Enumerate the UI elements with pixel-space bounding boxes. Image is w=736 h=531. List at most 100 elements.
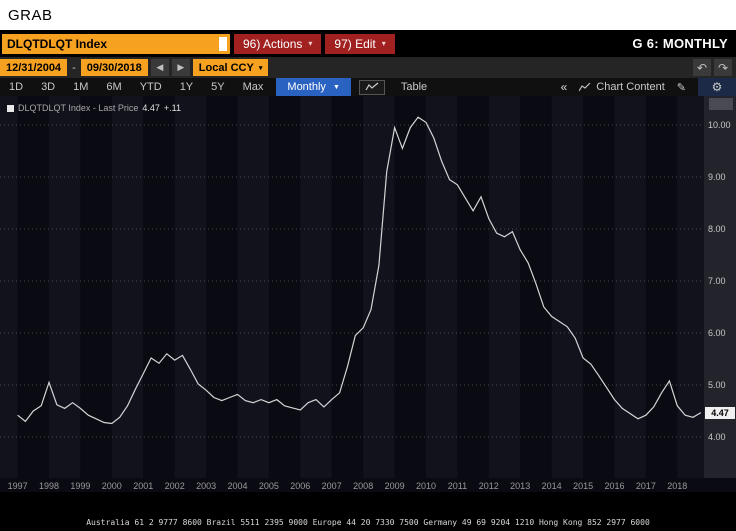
tab-ytd[interactable]: YTD [139, 81, 162, 93]
x-tick-label: 2010 [416, 481, 436, 491]
chart-content-label: Chart Content [596, 81, 665, 93]
chart-legend: DLQTDLQT Index - Last Price 4.47 +.11 [7, 103, 181, 113]
x-tick-label: 1997 [8, 481, 28, 491]
x-tick-label: 2015 [573, 481, 593, 491]
edit-button[interactable]: 97) Edit ▾ [325, 33, 395, 54]
annotate-icon[interactable]: ✎ [676, 81, 686, 94]
range-forward-button[interactable]: ▶ [171, 59, 190, 76]
year-band [143, 96, 175, 478]
ticker-input[interactable]: DLQTDLQT Index [2, 33, 230, 54]
text-cursor [219, 36, 227, 51]
tab-1d[interactable]: 1D [9, 81, 24, 93]
x-tick-label: 2008 [353, 481, 373, 491]
chevron-down-icon: ▾ [308, 39, 313, 48]
x-tick-label: 2001 [133, 481, 153, 491]
collapse-panel-icon[interactable]: « [560, 80, 568, 94]
x-tick-label: 2006 [290, 481, 310, 491]
year-band [268, 96, 301, 478]
year-band [80, 96, 112, 478]
x-tick-label: 2005 [259, 481, 279, 491]
tab-6m[interactable]: 6M [106, 81, 122, 93]
y-tick-label: 10.00 [708, 120, 731, 131]
y-tick-label: 7.00 [708, 276, 726, 287]
y-tick-label: 9.00 [708, 172, 726, 183]
y-tick-label: 6.00 [708, 328, 726, 339]
y-tick-label: 8.00 [708, 224, 726, 235]
line-chart-icon[interactable] [358, 79, 385, 95]
currency-value: Local CCY [198, 61, 254, 74]
date-from-input[interactable]: 12/31/2004 [0, 59, 68, 76]
tab-table[interactable]: Table [400, 81, 428, 93]
tab-1y[interactable]: 1Y [179, 81, 194, 93]
year-band [645, 96, 678, 478]
settings-gear-icon[interactable]: ⚙ [711, 80, 723, 94]
legend-change: +.11 [163, 103, 182, 113]
last-price-badge: 4.47 [705, 406, 735, 419]
date-from-value: 12/31/2004 [6, 61, 62, 74]
frequency-value: Monthly [287, 81, 326, 93]
year-band [583, 96, 615, 478]
y-tick-label: 5.00 [708, 380, 726, 391]
year-band [394, 96, 426, 478]
legend-swatch [7, 104, 14, 112]
date-to-input[interactable]: 09/30/2018 [80, 59, 148, 76]
chart-content-button[interactable]: Chart Content [579, 81, 665, 93]
actions-button[interactable]: 96) Actions ▾ [234, 33, 322, 54]
tab-1m[interactable]: 1M [73, 81, 89, 93]
toolbar-right-cluster: « Chart Content ✎ ⚙ [561, 78, 736, 96]
range-toolbar: 12/31/2004 - 09/30/2018 ◀ ▶ Local CCY ▾ … [0, 57, 736, 78]
undo-icon[interactable]: ↶ [693, 59, 711, 76]
year-band [457, 96, 489, 478]
year-band [331, 96, 364, 478]
price-line [17, 116, 702, 425]
date-to-value: 09/30/2018 [86, 61, 142, 74]
chevron-down-icon: ▼ [332, 83, 340, 91]
y-tick-label: 4.00 [708, 432, 726, 443]
tab-5y[interactable]: 5Y [211, 81, 225, 93]
x-tick-label: 2014 [542, 481, 562, 491]
chart-toolbar: 1D 3D 1M 6M YTD 1Y 5Y Max Monthly ▼ Tabl… [0, 78, 736, 96]
mini-chart-icon [579, 82, 591, 91]
year-band [174, 96, 207, 478]
x-tick-label: 2011 [448, 481, 467, 491]
year-band [677, 96, 704, 478]
price-chart-region: 1997 1998 1999 2000 2001 2002 2003 2004 2005 2006… [0, 96, 736, 492]
year-band [614, 96, 646, 478]
page-title: GRAB [8, 6, 53, 24]
grab-title-bar: GRAB [0, 0, 736, 30]
year-band [49, 96, 81, 478]
axis-corner-handle[interactable] [709, 98, 733, 110]
tab-max[interactable]: Max [242, 81, 264, 93]
tab-3d[interactable]: 3D [41, 81, 56, 93]
year-band [520, 96, 552, 478]
legend-series-name: DLQTDLQT Index - Last Price [18, 103, 139, 113]
x-tick-label: 2013 [510, 481, 530, 491]
x-tick-label: 2002 [165, 481, 185, 491]
redo-icon[interactable]: ↷ [714, 59, 732, 76]
x-tick-label: 2003 [196, 481, 216, 491]
year-band [206, 96, 238, 478]
footer-contacts-line1: Australia 61 2 9777 8600 Brazil 5511 239… [86, 518, 650, 527]
history-buttons: ↶ ↷ [693, 59, 732, 76]
year-band [237, 96, 269, 478]
year-band [488, 96, 521, 478]
year-band [426, 96, 458, 478]
x-tick-label: 2012 [479, 481, 499, 491]
x-tick-label: 1999 [70, 481, 90, 491]
x-tick-label: 2018 [667, 481, 687, 491]
year-band [300, 96, 332, 478]
currency-select[interactable]: Local CCY ▾ [192, 59, 269, 76]
function-title: G 6: MONTHLY [632, 36, 728, 51]
chevron-down-icon: ▾ [381, 39, 386, 48]
frequency-select[interactable]: Monthly ▼ [276, 78, 351, 96]
year-band [0, 96, 18, 478]
x-tick-label: 2017 [636, 481, 656, 491]
command-bar: DLQTDLQT Index 96) Actions ▾ 97) Edit ▾ … [0, 30, 736, 57]
legend-last-price: 4.47 [142, 103, 160, 113]
y-axis-panel[interactable]: 4.00 5.00 6.00 7.00 8.00 9.00 10.00 [704, 96, 736, 478]
chevron-down-icon: ▾ [258, 64, 263, 72]
edit-label: 97) Edit [334, 36, 376, 51]
date-range-separator: - [72, 61, 76, 74]
x-tick-label: 2016 [604, 481, 624, 491]
range-back-button[interactable]: ◀ [150, 59, 169, 76]
